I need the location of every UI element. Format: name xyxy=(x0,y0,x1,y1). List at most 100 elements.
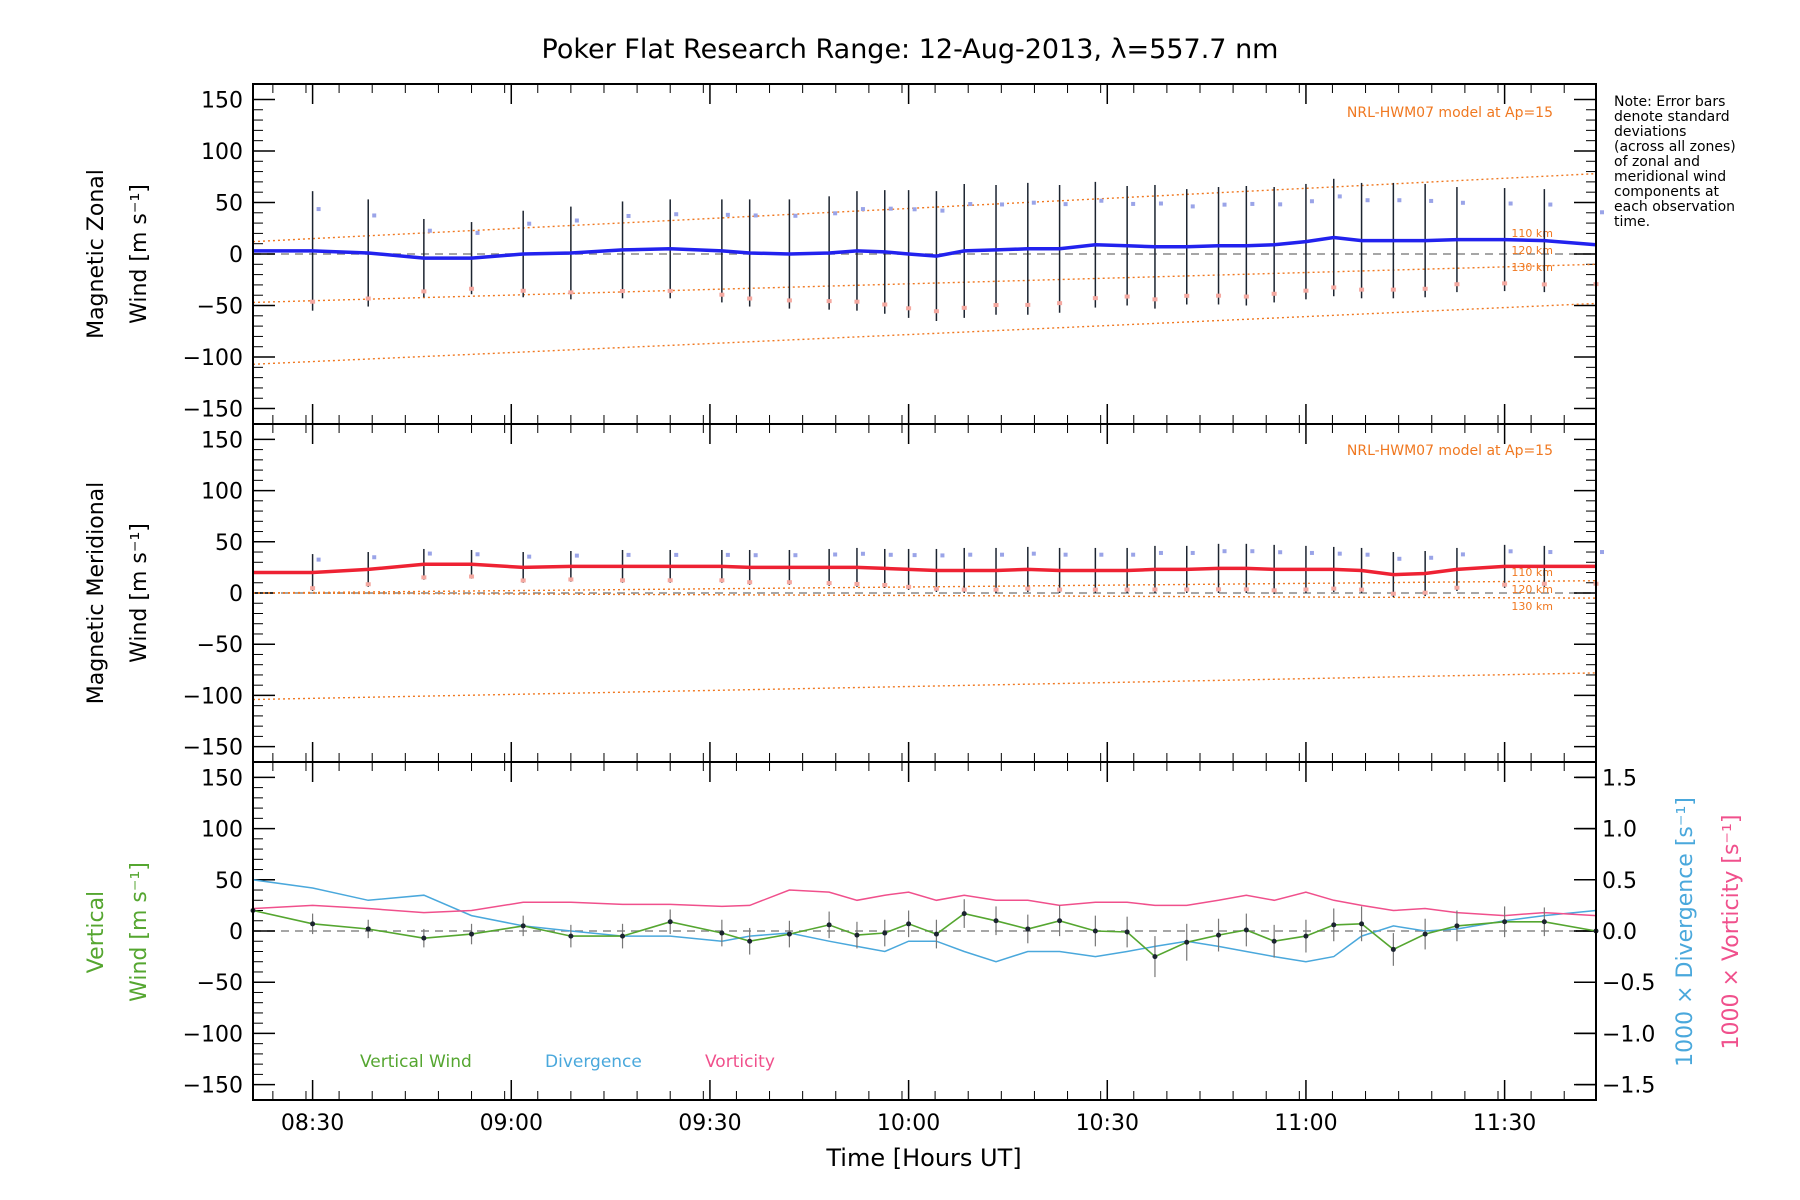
vertical-ylabel-line1: Vertical xyxy=(84,891,109,973)
zone-sample-marker xyxy=(961,587,967,592)
zone-sample-marker xyxy=(475,230,480,235)
zone-sample-marker xyxy=(1309,199,1314,204)
zone-sample-marker xyxy=(1158,201,1163,206)
y-tick-label: 0 xyxy=(229,243,243,268)
zone-sample-marker xyxy=(1337,194,1342,199)
zone-sample-marker xyxy=(933,309,939,314)
panel-meridional: −150 −100 −50 0 50 100 150 110 km 120 km 130 km xyxy=(183,424,1604,762)
zone-sample-marker xyxy=(1460,200,1465,205)
zone-sample-marker xyxy=(316,207,321,212)
y-tick-label: −50 xyxy=(197,295,243,320)
zone-sample-marker xyxy=(674,552,679,557)
chart-title: Poker Flat Research Range: 12-Aug-2013, … xyxy=(542,34,1279,65)
zone-sample-marker xyxy=(1184,293,1190,298)
vertical-wind-point xyxy=(933,931,939,937)
zone-sample-marker xyxy=(1222,549,1227,554)
vertical-wind-point xyxy=(520,923,526,929)
zone-sample-marker xyxy=(793,213,798,218)
zone-sample-marker xyxy=(1243,587,1249,592)
error-bar-note: Note: Error bars denote standard deviati… xyxy=(1614,94,1736,230)
vertical-wind-point xyxy=(1303,933,1309,939)
vertical-wind-point xyxy=(421,935,427,941)
legend-vorticity: Vorticity xyxy=(705,1052,775,1072)
zone-sample-marker xyxy=(527,221,532,226)
zone-sample-marker xyxy=(1243,294,1249,299)
zone-sample-marker xyxy=(1600,210,1604,215)
vertical-wind-point xyxy=(1092,928,1098,934)
zone-sample-marker xyxy=(1331,586,1337,591)
zone-sample-marker xyxy=(674,212,679,217)
zone-sample-marker xyxy=(961,305,967,310)
zone-sample-marker xyxy=(1092,296,1098,301)
vertical-wind-point xyxy=(1025,926,1031,932)
zone-sample-marker xyxy=(1429,198,1434,203)
note-line: time. xyxy=(1614,214,1650,230)
note-line: Note: Error bars xyxy=(1614,94,1725,110)
vertical-wind-point xyxy=(1124,929,1130,935)
zone-sample-marker xyxy=(725,212,730,217)
zone-sample-marker xyxy=(1390,591,1396,596)
zone-sample-marker xyxy=(882,582,888,587)
zone-sample-marker xyxy=(940,208,945,213)
y-tick-label: −150 xyxy=(183,398,243,423)
zone-sample-marker xyxy=(620,289,626,294)
zone-sample-marker xyxy=(1303,288,1309,293)
zone-sample-marker xyxy=(1365,198,1370,203)
vertical-wind-point xyxy=(1184,939,1190,945)
zone-sample-marker xyxy=(1124,294,1130,299)
zone-sample-marker xyxy=(833,211,838,216)
zone-sample-marker xyxy=(793,553,798,558)
y-tick-label: 100 xyxy=(201,480,243,505)
zone-sample-marker xyxy=(1057,301,1063,306)
zone-sample-marker xyxy=(1454,282,1460,287)
zone-sample-marker xyxy=(1278,202,1283,207)
meridional-wind-line xyxy=(253,562,1596,577)
zone-sample-marker xyxy=(469,574,475,579)
zone-sample-marker xyxy=(1250,549,1255,554)
vertical-wind-point xyxy=(667,919,673,925)
y-tick-label: −100 xyxy=(183,346,243,371)
zone-sample-marker xyxy=(747,296,753,301)
zone-sample-marker xyxy=(1131,552,1136,557)
x-axis-label: Time [Hours UT] xyxy=(825,1144,1021,1172)
zone-sample-marker xyxy=(933,586,939,591)
vertical-wind-point xyxy=(1390,946,1396,952)
zone-sample-marker xyxy=(1309,550,1314,555)
zone-sample-marker xyxy=(372,213,377,218)
zone-sample-marker xyxy=(1025,302,1031,307)
zone-sample-marker xyxy=(833,552,838,557)
x-tick-label: 11:30 xyxy=(1473,1111,1536,1136)
y-tick-label: −150 xyxy=(183,736,243,761)
zone-sample-marker xyxy=(520,288,526,293)
model-line-110-km xyxy=(252,172,1597,243)
note-line: meridional wind xyxy=(1614,169,1726,185)
zone-sample-marker xyxy=(1152,297,1158,302)
vertical-wind-point xyxy=(906,921,912,927)
legend-vertical-wind: Vertical Wind xyxy=(360,1052,472,1072)
zone-sample-marker xyxy=(826,581,832,586)
zone-sample-marker xyxy=(1131,201,1136,206)
zone-sample-marker xyxy=(1099,198,1104,203)
zone-sample-marker xyxy=(854,581,860,586)
zone-sample-marker xyxy=(1365,552,1370,557)
zone-sample-marker xyxy=(568,577,574,582)
zone-sample-marker xyxy=(310,586,316,591)
zone-sample-marker xyxy=(1222,202,1227,207)
zone-sample-marker xyxy=(888,552,893,557)
zone-sample-marker xyxy=(1429,555,1434,560)
zone-sample-marker xyxy=(993,587,999,592)
vertical-wind-point xyxy=(993,918,999,924)
model-altitude-label: 120 km xyxy=(1511,583,1553,596)
note-line: deviations xyxy=(1614,124,1686,140)
zone-sample-marker xyxy=(1057,587,1063,592)
zone-sample-marker xyxy=(1422,286,1428,291)
zone-sample-marker xyxy=(1124,587,1130,592)
vertical-wind-point xyxy=(1152,954,1158,960)
zone-sample-marker xyxy=(1025,586,1031,591)
x-tick-label: 10:00 xyxy=(877,1111,940,1136)
zonal-ylabel-line1: Magnetic Zonal xyxy=(84,169,109,339)
y-tick-label: 100 xyxy=(201,818,243,843)
zone-sample-marker xyxy=(860,207,865,212)
right-y-tick-label: −1.0 xyxy=(1602,1022,1655,1047)
zone-sample-marker xyxy=(427,551,432,556)
